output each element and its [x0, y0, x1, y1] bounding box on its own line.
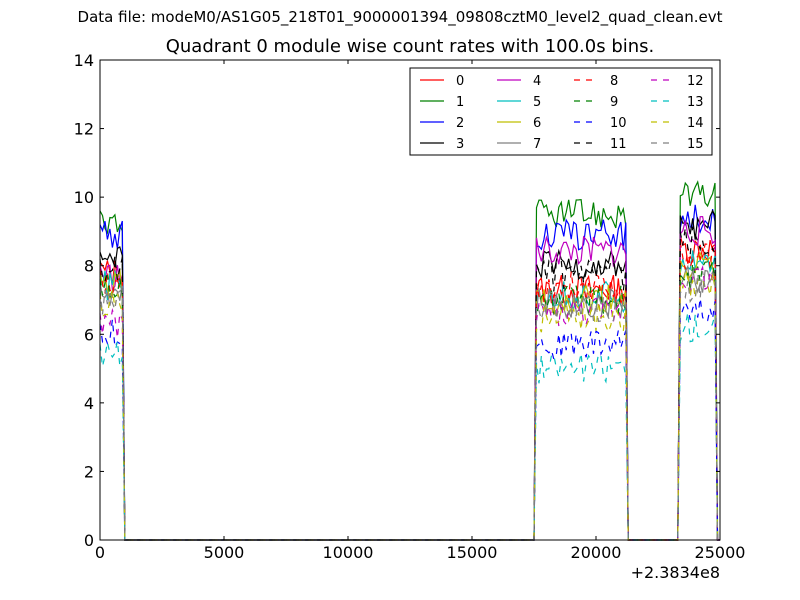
y-tick-label: 8: [84, 257, 94, 276]
x-tick-label: 15000: [447, 543, 498, 562]
x-tick-label: 10000: [323, 543, 374, 562]
y-tick-label: 2: [84, 462, 94, 481]
legend-box: [409, 67, 713, 156]
legend-label-4: 4: [533, 74, 541, 89]
y-tick-label: 6: [84, 325, 94, 344]
series-lines: [99, 180, 720, 541]
legend-label-15: 15: [687, 137, 704, 152]
legend-label-12: 12: [687, 74, 704, 89]
chart-title: Quadrant 0 module wise count rates with …: [165, 36, 655, 57]
x-tick-label: 5000: [204, 543, 245, 562]
legend-label-10: 10: [610, 116, 627, 131]
legend-label-7: 7: [533, 137, 541, 152]
plot-frame: [99, 59, 721, 541]
legend-label-2: 2: [456, 116, 464, 131]
legend-label-5: 5: [533, 95, 541, 110]
x-offset-label: +2.3834e8: [631, 563, 720, 582]
legend-label-3: 3: [456, 137, 464, 152]
data-file-label: Data file: modeM0/AS1G05_218T01_90000013…: [77, 8, 723, 26]
y-tick-label: 12: [74, 120, 94, 139]
legend-label-11: 11: [610, 137, 627, 152]
x-tick-label: 25000: [695, 543, 746, 562]
y-tick-label: 14: [74, 51, 94, 70]
x-tick-label: 20000: [571, 543, 622, 562]
series-line-11: [99, 226, 720, 541]
y-tick-label: 4: [84, 394, 94, 413]
series-line-15: [99, 270, 720, 541]
y-tick-label: 10: [74, 188, 94, 207]
y-tick-label: 0: [84, 531, 94, 550]
legend-label-13: 13: [687, 95, 704, 110]
legend-label-0: 0: [456, 74, 464, 89]
legend-label-14: 14: [687, 116, 704, 131]
legend-label-1: 1: [456, 95, 464, 110]
x-tick-label: 0: [95, 543, 105, 562]
legend-label-9: 9: [610, 95, 618, 110]
legend-label-8: 8: [610, 74, 618, 89]
legend-label-6: 6: [533, 116, 541, 131]
